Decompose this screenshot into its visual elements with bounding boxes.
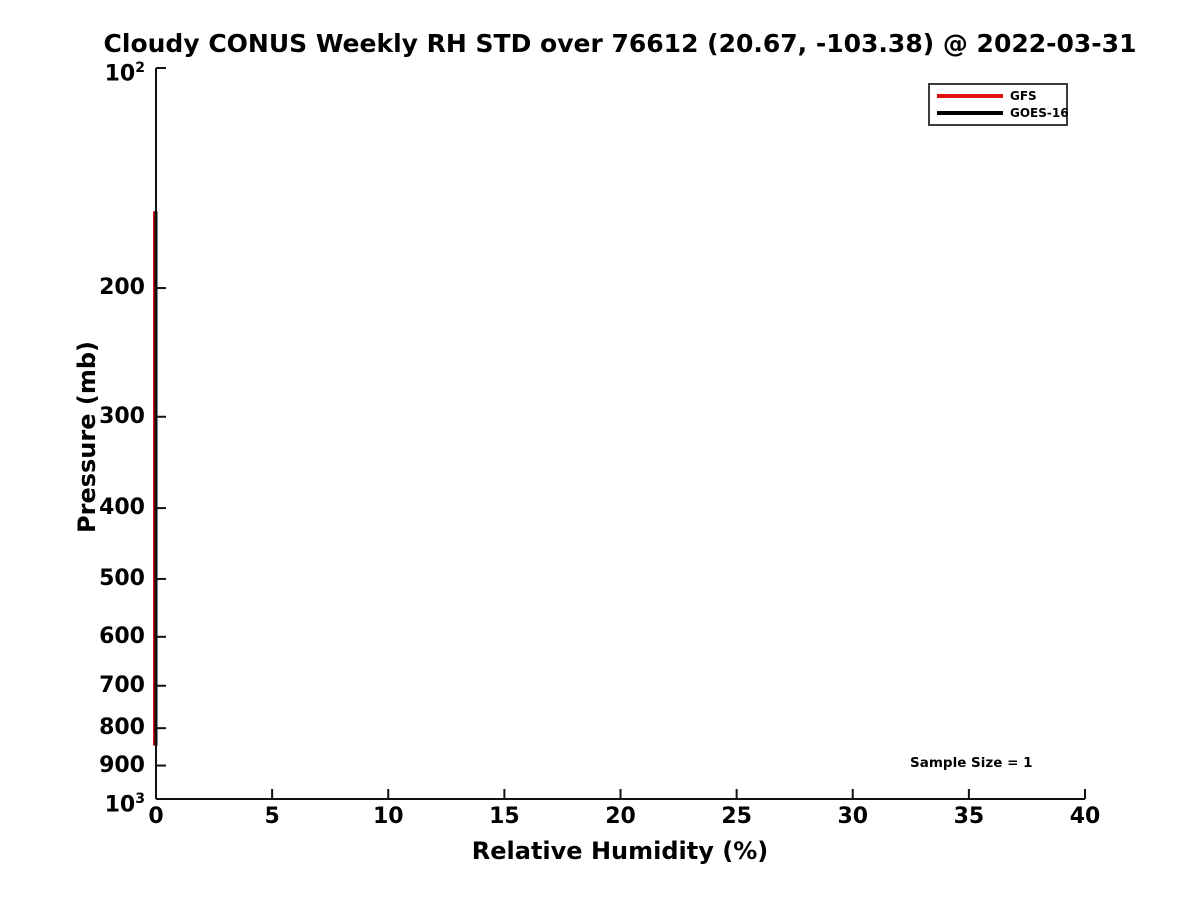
- y-tick-label: 500: [99, 565, 145, 591]
- legend-label-gfs: GFS: [1010, 89, 1037, 103]
- x-tick-label: 10: [372, 804, 404, 829]
- legend-entry-gfs: GFS: [937, 90, 1059, 102]
- y-tick-label: 900: [99, 752, 145, 778]
- chart-title: Cloudy CONUS Weekly RH STD over 76612 (2…: [103, 29, 1137, 58]
- y-tick-label: 600: [99, 623, 145, 649]
- y-tick-label: 800: [99, 715, 145, 741]
- legend: GFS GOES-16: [928, 83, 1069, 126]
- y-tick-label: 102: [104, 60, 145, 87]
- x-tick-label: 30: [837, 804, 869, 829]
- y-tick-label: 300: [99, 403, 145, 429]
- legend-label-goes16: GOES-16: [1010, 106, 1069, 120]
- goes16-line-swatch: [937, 111, 1003, 115]
- y-tick-label: 200: [99, 275, 145, 301]
- y-tick-label: 400: [99, 495, 145, 521]
- x-axis-label: Relative Humidity (%): [471, 837, 769, 865]
- x-tick-label: 5: [264, 804, 280, 829]
- x-tick-label: 15: [489, 804, 520, 829]
- sample-size-annotation: Sample Size = 1: [910, 755, 1033, 771]
- x-tick-label: 0: [148, 804, 164, 829]
- x-tick-label: 20: [605, 804, 636, 829]
- x-tick-label: 40: [1069, 804, 1101, 829]
- x-tick-label: 35: [953, 804, 985, 829]
- y-tick-label: 700: [99, 672, 145, 698]
- legend-entry-goes16: GOES-16: [937, 107, 1069, 119]
- x-tick-label: 25: [721, 804, 752, 829]
- gfs-line-swatch: [937, 94, 1003, 98]
- y-tick-label: 103: [104, 791, 145, 818]
